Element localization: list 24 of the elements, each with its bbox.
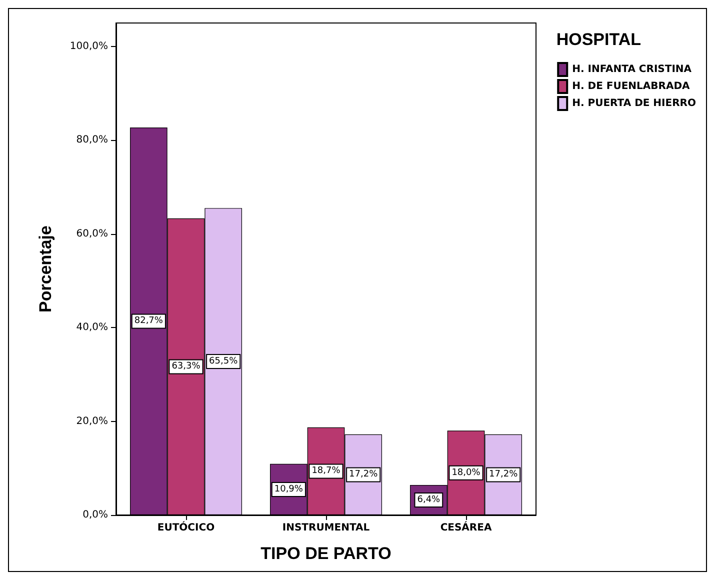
data-label: 63,3% [172, 362, 201, 372]
legend-label: H. INFANTA CRISTINA [572, 64, 692, 75]
data-label: 10,9% [274, 484, 304, 494]
y-tick-label: 80,0% [76, 134, 108, 146]
x-tick-label: INSTRUMENTAL [282, 522, 370, 534]
data-label: 6,4% [417, 495, 441, 506]
y-tick-label: 60,0% [76, 228, 108, 240]
y-tick-label: 40,0% [76, 322, 108, 334]
legend-title: HOSPITAL [556, 30, 642, 49]
data-label: 82,7% [134, 316, 164, 326]
y-tick-label: 100,0% [70, 40, 108, 52]
y-axis-title: Porcentaje [36, 226, 55, 312]
data-label: 17,2% [489, 470, 518, 480]
legend-label: H. DE FUENLABRADA [572, 81, 690, 92]
data-label: 18,7% [312, 466, 341, 476]
y-tick-label: 0,0% [82, 510, 108, 520]
x-axis-title: TIPO DE PARTO [260, 544, 392, 563]
data-label: 18,0% [452, 468, 481, 478]
legend-label: H. PUERTA DE HIERRO [572, 98, 696, 109]
x-tick-label: CESÁREA [440, 520, 492, 534]
y-tick-label: 20,0% [76, 416, 108, 427]
x-tick-label: EUTÓCICO [157, 520, 215, 534]
data-label: 65,5% [209, 356, 238, 367]
data-label: 17,2% [349, 470, 378, 480]
